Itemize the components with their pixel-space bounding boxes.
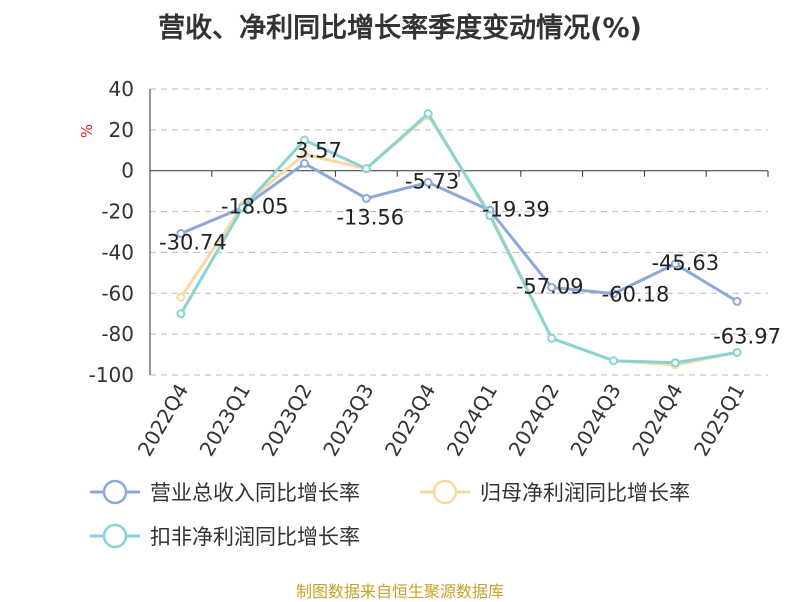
x-tick-label: 2024Q2 — [504, 380, 564, 461]
legend-label: 归母净利润同比增长率 — [480, 481, 690, 505]
data-point — [670, 259, 680, 269]
y-tick-label: -20 — [101, 200, 134, 224]
data-point — [238, 202, 248, 212]
data-point — [176, 229, 186, 239]
x-tick-label: 2024Q3 — [565, 380, 625, 461]
data-point — [176, 309, 186, 319]
x-tick-label: 2024Q1 — [442, 380, 502, 461]
data-point — [423, 109, 433, 119]
y-tick-label: 40 — [109, 77, 134, 101]
data-point — [609, 356, 618, 366]
series-line — [179, 114, 738, 367]
y-tick-label: -100 — [89, 363, 134, 387]
y-axis-label: % — [78, 124, 96, 138]
series-lines — [176, 109, 742, 370]
data-point — [176, 292, 186, 302]
data-label: -57.09 — [516, 274, 584, 298]
data-label: -60.18 — [602, 283, 670, 307]
y-tick-label: -40 — [101, 240, 134, 264]
legend-label: 营业总收入同比增长率 — [150, 481, 360, 505]
series-line — [180, 161, 738, 303]
data-label: -18.05 — [221, 195, 289, 219]
x-tick-label: 2023Q3 — [318, 380, 378, 461]
legend-marker — [102, 523, 128, 549]
data-point — [361, 193, 371, 203]
data-label: -30.74 — [159, 231, 227, 255]
data-label: 3.57 — [295, 138, 342, 162]
x-tick-label: 2025Q1 — [689, 380, 749, 461]
legend-marker — [102, 479, 128, 505]
y-tick-label: 20 — [109, 118, 134, 142]
grid-lines — [150, 88, 768, 376]
data-label: -45.63 — [651, 251, 719, 275]
data-label: -5.73 — [405, 169, 459, 193]
data-label: -63.97 — [713, 324, 781, 348]
x-tick-label: 2024Q4 — [627, 380, 687, 461]
data-point — [300, 135, 309, 145]
chart-title: 营收、净利同比增长率季度变动情况(%) — [158, 13, 642, 44]
legend-marker — [432, 479, 458, 505]
x-tick-label: 2023Q4 — [380, 379, 440, 460]
data-point — [361, 164, 371, 174]
data-labels: -30.74-18.053.57-13.56-5.73-19.39-57.09-… — [159, 138, 781, 348]
data-label: -13.56 — [336, 205, 404, 229]
x-tick-label: 2023Q1 — [195, 380, 255, 461]
y-tick-label: 0 — [121, 159, 134, 183]
data-point — [732, 296, 742, 306]
data-point — [547, 282, 557, 292]
data-point — [423, 177, 433, 187]
data-point — [732, 348, 742, 358]
data-point — [300, 149, 309, 159]
series-line — [179, 112, 738, 365]
data-source-note: 制图数据来自恒生聚源数据库 — [295, 582, 504, 601]
data-point — [485, 211, 495, 221]
data-label: -19.39 — [482, 197, 550, 221]
data-point — [300, 158, 309, 168]
y-tick-label: -60 — [101, 281, 134, 305]
x-tick-label: 2023Q2 — [256, 380, 316, 461]
data-point — [670, 358, 680, 368]
legend-label: 扣非净利润同比增长率 — [150, 525, 360, 549]
y-tick-label: -80 — [101, 322, 134, 346]
x-tick-label: 2022Q4 — [133, 380, 193, 461]
data-point — [609, 289, 618, 299]
data-point — [547, 333, 557, 343]
